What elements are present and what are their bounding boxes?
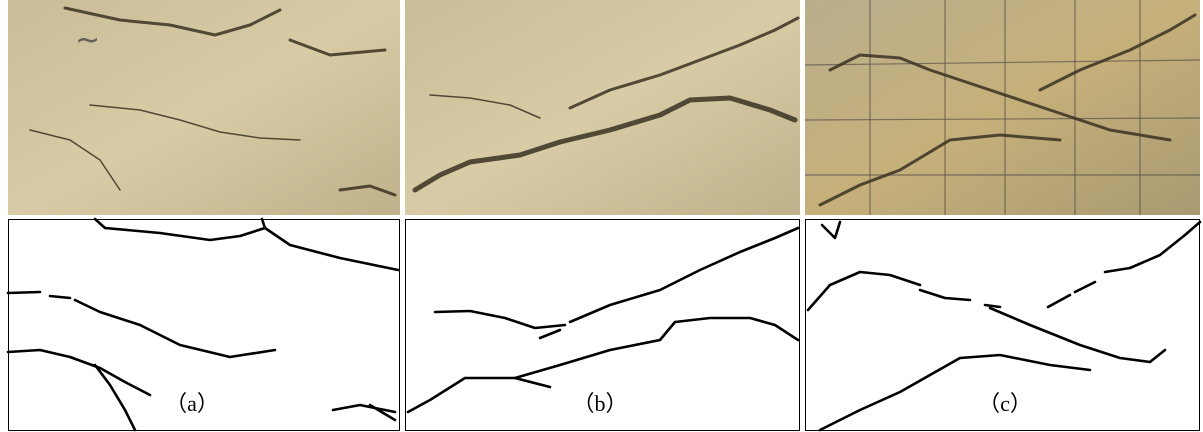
photo-b <box>405 0 800 215</box>
drawing-b: （b） <box>406 220 800 431</box>
caption: （b） <box>572 391 627 416</box>
caption: （a） <box>165 391 219 416</box>
caption: （c） <box>978 391 1032 416</box>
photo-a: ~ <box>8 0 400 215</box>
page: ~ （a） （b） <box>0 0 1203 432</box>
drawing-c: （c） <box>806 220 1201 431</box>
handwriting: ~ <box>75 23 100 58</box>
photo-c <box>805 0 1200 215</box>
drawing-a: （a） <box>8 219 400 431</box>
figure: ~ （a） （b） <box>0 0 1203 432</box>
